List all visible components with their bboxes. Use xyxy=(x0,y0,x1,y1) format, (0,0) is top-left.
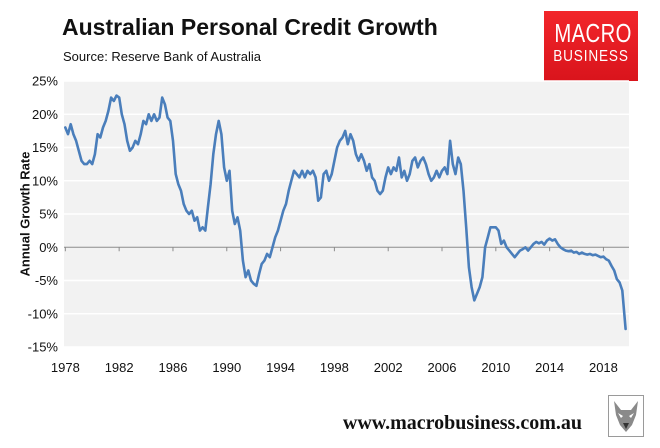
x-axis-ticks: 1978 1982 1986 1990 1994 1998 2002 2006 2010 2014… xyxy=(51,360,618,375)
x-tick-label: 2014 xyxy=(535,360,564,375)
chart-title: Australian Personal Credit Growth xyxy=(62,14,438,40)
y-tick-label: 10% xyxy=(32,173,58,188)
gridlines xyxy=(64,80,629,348)
y-tick-label: 5% xyxy=(39,207,58,222)
y-tick-label: 25% xyxy=(32,74,58,89)
logo-line-macro: MACRO xyxy=(554,18,632,48)
x-tick-label: 1978 xyxy=(51,360,80,375)
x-tick-label: 2006 xyxy=(428,360,457,375)
y-tick-label: -5% xyxy=(35,273,59,288)
x-tick-label: 1994 xyxy=(266,360,295,375)
y-axis-ticks: 25% 20% 15% 10% 5% 0% -5% -10% -15% xyxy=(28,74,59,355)
x-tick-label: 2018 xyxy=(589,360,618,375)
y-tick-label: -10% xyxy=(28,306,59,321)
y-tick-label: 15% xyxy=(32,140,58,155)
y-tick-label: 0% xyxy=(39,240,58,255)
x-tick-label: 1986 xyxy=(159,360,188,375)
series-group xyxy=(64,94,627,331)
x-tick-label: 1982 xyxy=(105,360,134,375)
logo-line-business: BUSINESS xyxy=(553,48,629,65)
macrobusiness-logo: MACRO BUSINESS xyxy=(544,11,638,81)
x-axis xyxy=(64,246,629,252)
chart-source: Source: Reserve Bank of Australia xyxy=(63,49,261,64)
x-tick-label: 1990 xyxy=(212,360,241,375)
x-tick-label: 2002 xyxy=(374,360,403,375)
y-tick-label: -15% xyxy=(28,340,59,355)
series-line xyxy=(64,94,627,331)
y-tick-label: 20% xyxy=(32,107,58,122)
x-tick-label: 2010 xyxy=(481,360,510,375)
website-url: www.macrobusiness.com.au xyxy=(342,412,582,434)
fox-head-icon xyxy=(608,395,644,437)
x-tick-label: 1998 xyxy=(320,360,349,375)
